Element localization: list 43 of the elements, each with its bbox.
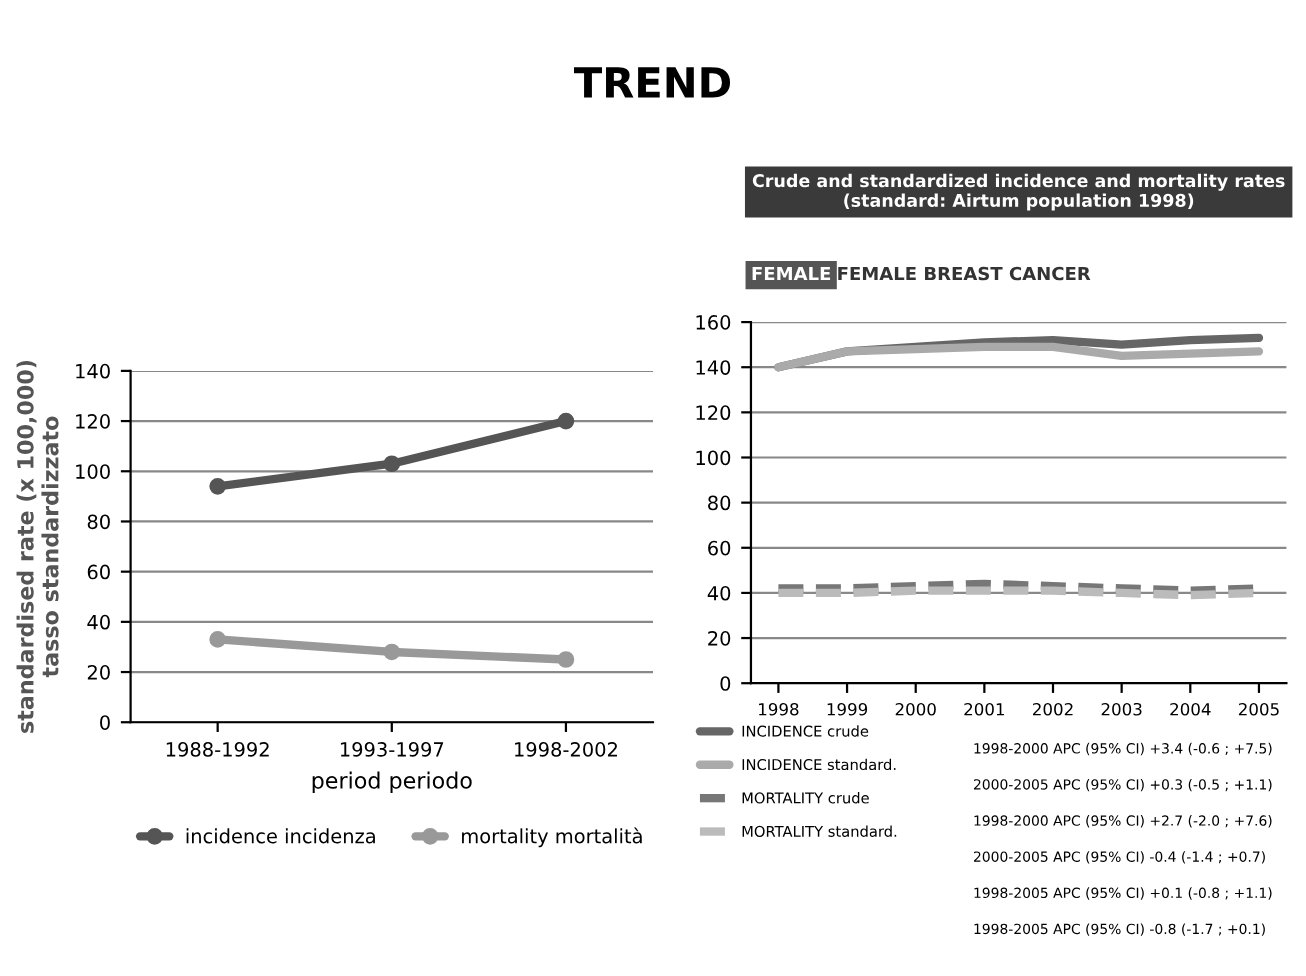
text: FEMALE bbox=[752, 266, 831, 281]
y-tick-label: 140 bbox=[76, 363, 110, 379]
x-tick-label: 2002 bbox=[1033, 702, 1073, 716]
y-tick-label: 120 bbox=[76, 414, 110, 429]
y-tick-label: 20 bbox=[708, 631, 731, 646]
point bbox=[383, 455, 401, 473]
y-tick-label: 0 bbox=[720, 676, 731, 691]
point bbox=[557, 651, 575, 668]
y-tick-label: 60 bbox=[708, 540, 731, 556]
point bbox=[209, 477, 226, 495]
x-tick-label: 2001 bbox=[964, 702, 1005, 716]
x-tick-label: 1998 bbox=[759, 702, 799, 716]
y-tick-label: 80 bbox=[708, 495, 731, 511]
y-tick-label: 100 bbox=[696, 450, 731, 466]
legend-label: mortality mortalità bbox=[462, 827, 642, 848]
y-axis-title: standardised rate (x 100,000) tasso standardizzato bbox=[16, 360, 59, 733]
line-series bbox=[774, 342, 1264, 372]
chart-title: TREND bbox=[573, 67, 731, 98]
point bbox=[557, 412, 575, 430]
x-axis-title: period periodo bbox=[312, 771, 472, 794]
x-tick-label: 1999 bbox=[827, 702, 868, 716]
y-tick-label: 120 bbox=[696, 405, 731, 421]
x-tick-label: 1993-1997 bbox=[340, 742, 444, 757]
y-tick-label: 40 bbox=[707, 585, 731, 601]
y-tick-label: 80 bbox=[87, 514, 110, 530]
chart-subtitle: FEMALE BREAST CANCER bbox=[838, 266, 1091, 281]
y-tick-label: 0 bbox=[100, 715, 110, 730]
legend-label: incidence incidenza bbox=[186, 828, 375, 844]
y-tick-label: 140 bbox=[696, 360, 731, 375]
x-tick-label: 2004 bbox=[1170, 702, 1211, 716]
y-tick-label: 20 bbox=[87, 665, 110, 680]
x-tick-label: 2005 bbox=[1238, 702, 1279, 716]
point bbox=[209, 631, 226, 648]
y-tick-label: 40 bbox=[87, 614, 110, 630]
point bbox=[383, 643, 401, 661]
x-tick-label: 1998-2002 bbox=[515, 742, 617, 757]
x-tick-label: 2000 bbox=[895, 702, 936, 716]
y-tick-label: 160 bbox=[696, 315, 731, 330]
x-tick-label: 2003 bbox=[1101, 702, 1142, 716]
chart-title: Crude and standardized incidence and mortality rates (standard: Airtum population 1998) bbox=[752, 173, 1285, 211]
y-tick-label: 100 bbox=[76, 464, 110, 479]
y-tick-label: 60 bbox=[87, 564, 110, 580]
x-tick-label: 1988-1992 bbox=[166, 742, 269, 757]
